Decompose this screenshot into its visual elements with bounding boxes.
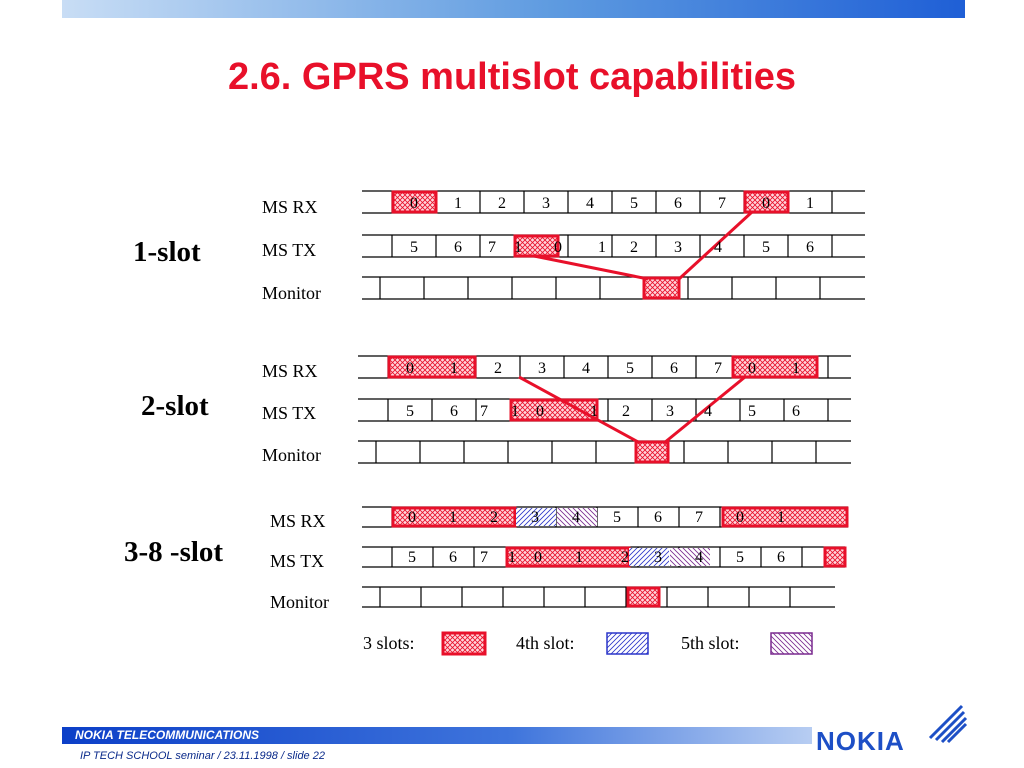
svg-text:1: 1 — [598, 239, 606, 256]
svg-text:5: 5 — [613, 509, 621, 526]
group-label-3-8-slot: 3-8 -slot — [124, 536, 224, 568]
svg-text:5: 5 — [630, 195, 638, 212]
svg-text:4: 4 — [572, 509, 580, 526]
svg-text:3: 3 — [531, 509, 539, 526]
svg-text:6: 6 — [454, 239, 462, 256]
svg-text:7: 7 — [488, 239, 496, 256]
svg-text:6: 6 — [792, 403, 800, 420]
svg-text:0: 0 — [410, 195, 418, 212]
row-label-rx: MS RX — [270, 511, 326, 531]
svg-text:2: 2 — [498, 195, 506, 212]
svg-text:0: 0 — [406, 360, 414, 377]
svg-text:0: 0 — [536, 403, 544, 420]
svg-text:3: 3 — [674, 239, 682, 256]
nokia-wave-icon — [928, 704, 968, 744]
slide-title: 2.6. GPRS multislot capabilities — [227, 56, 797, 98]
group-label-2-slot: 2-slot — [141, 390, 209, 422]
footer-gradient-bar — [62, 727, 812, 744]
svg-text:5: 5 — [736, 549, 744, 566]
row-label-rx: MS RX — [262, 197, 318, 217]
footer-seminar-info: IP TECH SCHOOL seminar / 23.11.1998 / sl… — [80, 750, 325, 762]
svg-text:1: 1 — [450, 360, 458, 377]
svg-text:4: 4 — [586, 195, 594, 212]
svg-text:1: 1 — [454, 195, 462, 212]
svg-text:5: 5 — [626, 360, 634, 377]
svg-text:6: 6 — [449, 549, 457, 566]
svg-text:0: 0 — [554, 239, 562, 256]
svg-text:5: 5 — [410, 239, 418, 256]
group-label-1-slot: 1-slot — [133, 236, 201, 268]
svg-text:6: 6 — [670, 360, 678, 377]
row-label-tx: MS TX — [262, 403, 317, 423]
svg-text:5: 5 — [748, 403, 756, 420]
svg-text:7: 7 — [695, 509, 703, 526]
row-label-monitor: Monitor — [270, 592, 330, 612]
svg-text:1: 1 — [806, 195, 814, 212]
svg-text:0: 0 — [408, 509, 416, 526]
svg-text:0: 0 — [534, 549, 542, 566]
row-label-tx: MS TX — [262, 240, 317, 260]
footer-company: NOKIA TELECOMMUNICATIONS — [75, 728, 259, 742]
svg-text:1: 1 — [590, 403, 598, 420]
legend-4th-slot-label: 4th slot: — [516, 633, 575, 653]
svg-text:4: 4 — [695, 549, 703, 566]
row-label-monitor: Monitor — [262, 283, 322, 303]
svg-text:1: 1 — [508, 549, 516, 566]
svg-text:1: 1 — [449, 509, 457, 526]
svg-text:5: 5 — [408, 549, 416, 566]
top-gradient-bar — [62, 0, 965, 18]
svg-text:5: 5 — [762, 239, 770, 256]
svg-text:2: 2 — [494, 360, 502, 377]
svg-text:3: 3 — [654, 549, 662, 566]
svg-text:0: 0 — [762, 195, 770, 212]
svg-text:6: 6 — [674, 195, 682, 212]
svg-text:7: 7 — [480, 403, 488, 420]
row-label-monitor: Monitor — [262, 445, 322, 465]
svg-text:4: 4 — [582, 360, 590, 377]
svg-text:6: 6 — [450, 403, 458, 420]
svg-text:4: 4 — [704, 403, 712, 420]
svg-text:7: 7 — [718, 195, 726, 212]
nokia-logo: NOKIA — [816, 726, 905, 756]
svg-text:2: 2 — [621, 549, 629, 566]
svg-text:0: 0 — [748, 360, 756, 377]
svg-text:1: 1 — [514, 239, 522, 256]
svg-text:0: 0 — [736, 509, 744, 526]
svg-text:6: 6 — [654, 509, 662, 526]
svg-text:1: 1 — [792, 360, 800, 377]
svg-text:3: 3 — [538, 360, 546, 377]
svg-text:6: 6 — [806, 239, 814, 256]
row-label-rx: MS RX — [262, 361, 318, 381]
svg-text:6: 6 — [777, 549, 785, 566]
svg-text:7: 7 — [714, 360, 722, 377]
svg-text:1: 1 — [575, 549, 583, 566]
svg-text:5: 5 — [406, 403, 414, 420]
svg-text:3: 3 — [666, 403, 674, 420]
svg-text:3: 3 — [542, 195, 550, 212]
svg-text:2: 2 — [630, 239, 638, 256]
svg-text:7: 7 — [480, 549, 488, 566]
svg-text:1: 1 — [511, 403, 519, 420]
svg-text:2: 2 — [490, 509, 498, 526]
svg-text:1: 1 — [777, 509, 785, 526]
svg-text:4: 4 — [714, 239, 722, 256]
legend-5th-slot-label: 5th slot: — [681, 633, 740, 653]
row-label-tx: MS TX — [270, 551, 325, 571]
svg-text:2: 2 — [622, 403, 630, 420]
legend-3-slots-label: 3 slots: — [363, 633, 415, 653]
